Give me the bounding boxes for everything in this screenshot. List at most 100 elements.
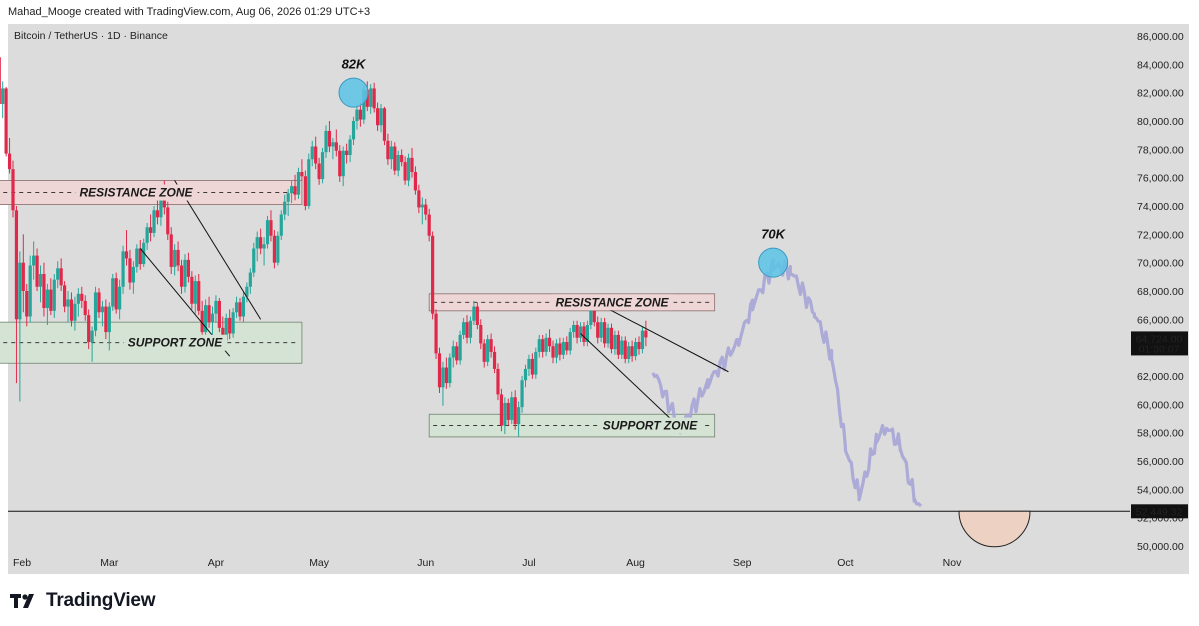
candle-body[interactable] <box>49 289 53 311</box>
candle-body[interactable] <box>66 299 70 307</box>
candle-body[interactable] <box>83 300 87 316</box>
candle-body[interactable] <box>155 210 160 218</box>
candle-body[interactable] <box>228 317 232 334</box>
candle-body[interactable] <box>183 259 187 287</box>
candle-body[interactable] <box>444 367 448 384</box>
level-price-badge[interactable] <box>1131 504 1188 519</box>
candle-body[interactable] <box>87 315 91 342</box>
candle-body[interactable] <box>241 296 246 317</box>
candle-body[interactable] <box>255 237 259 249</box>
candle-body[interactable] <box>107 306 111 333</box>
candle-body[interactable] <box>279 214 283 236</box>
candle-body[interactable] <box>32 255 36 266</box>
candle-body[interactable] <box>56 268 60 280</box>
candle-body[interactable] <box>0 57 1 104</box>
candle-body[interactable] <box>197 281 201 311</box>
candle-body[interactable] <box>317 163 321 180</box>
candle-body[interactable] <box>496 368 500 395</box>
candle-body[interactable] <box>472 306 476 321</box>
candle-body[interactable] <box>513 397 517 425</box>
candle-body[interactable] <box>606 327 610 344</box>
candle-body[interactable] <box>114 278 118 310</box>
candle-body[interactable] <box>45 289 49 308</box>
candle-body[interactable] <box>166 207 170 235</box>
candle-body[interactable] <box>499 394 504 426</box>
candle-body[interactable] <box>613 334 617 350</box>
candle-body[interactable] <box>369 88 373 107</box>
candle-body[interactable] <box>173 249 177 267</box>
candle-body[interactable] <box>245 286 249 297</box>
candle-body[interactable] <box>293 186 297 195</box>
candle-body[interactable] <box>403 162 407 181</box>
candle-body[interactable] <box>558 343 562 355</box>
candle-body[interactable] <box>348 139 352 155</box>
candle-body[interactable] <box>38 274 43 287</box>
candle-body[interactable] <box>351 121 356 140</box>
candle-body[interactable] <box>200 310 204 333</box>
candle-body[interactable] <box>314 146 318 164</box>
candle-body[interactable] <box>544 337 548 352</box>
candle-body[interactable] <box>131 266 135 283</box>
candle-body[interactable] <box>204 305 208 333</box>
candle-body[interactable] <box>296 172 301 195</box>
candle-body[interactable] <box>400 155 404 163</box>
candle-body[interactable] <box>565 342 569 351</box>
trendline[interactable] <box>580 333 685 432</box>
candle-body[interactable] <box>324 130 328 153</box>
candle-body[interactable] <box>214 300 218 314</box>
candle-body[interactable] <box>124 251 129 259</box>
candle-body[interactable] <box>506 402 510 420</box>
candle-body[interactable] <box>327 130 332 147</box>
candle-body[interactable] <box>633 342 638 357</box>
candle-body[interactable] <box>393 146 397 171</box>
candle-body[interactable] <box>345 150 349 155</box>
candle-body[interactable] <box>234 302 239 313</box>
candle-body[interactable] <box>379 108 383 126</box>
candle-body[interactable] <box>486 339 490 362</box>
candle-body[interactable] <box>80 293 84 301</box>
candle-body[interactable] <box>389 146 393 160</box>
candle-body[interactable] <box>169 234 173 267</box>
candle-body[interactable] <box>334 142 338 151</box>
candle-body[interactable] <box>338 150 342 177</box>
candle-body[interactable] <box>537 339 541 352</box>
candle-body[interactable] <box>609 327 614 350</box>
peak-circle[interactable] <box>758 247 789 278</box>
candle-body[interactable] <box>76 293 80 304</box>
candle-body[interactable] <box>589 310 593 325</box>
candle-body[interactable] <box>320 152 325 180</box>
candle-body[interactable] <box>431 235 435 314</box>
candle-body[interactable] <box>547 337 552 347</box>
candle-body[interactable] <box>482 343 486 362</box>
candle-body[interactable] <box>510 397 514 420</box>
candle-body[interactable] <box>448 357 452 384</box>
candle-body[interactable] <box>355 109 359 121</box>
candle-body[interactable] <box>283 201 287 215</box>
candle-body[interactable] <box>217 300 221 328</box>
candle-body[interactable] <box>585 325 590 342</box>
candle-body[interactable] <box>424 204 428 215</box>
candle-body[interactable] <box>530 359 534 375</box>
candle-body[interactable] <box>406 157 411 181</box>
candle-body[interactable] <box>455 346 459 361</box>
candle-body[interactable] <box>159 193 163 218</box>
candle-body[interactable] <box>207 305 211 323</box>
candle-body[interactable] <box>341 150 345 177</box>
candle-body[interactable] <box>362 89 366 120</box>
candle-body[interactable] <box>458 334 462 361</box>
candle-body[interactable] <box>35 255 39 287</box>
candle-body[interactable] <box>221 327 225 341</box>
candle-body[interactable] <box>176 249 180 266</box>
candle-body[interactable] <box>290 186 294 194</box>
candle-body[interactable] <box>382 108 387 141</box>
candle-body[interactable] <box>62 285 67 307</box>
candle-body[interactable] <box>42 274 46 308</box>
candle-body[interactable] <box>461 322 466 335</box>
candle-body[interactable] <box>572 325 576 333</box>
candle-body[interactable] <box>489 339 493 352</box>
candle-body[interactable] <box>451 346 455 358</box>
candle-body[interactable] <box>520 380 524 408</box>
candle-body[interactable] <box>18 262 22 320</box>
candle-body[interactable] <box>375 108 380 126</box>
